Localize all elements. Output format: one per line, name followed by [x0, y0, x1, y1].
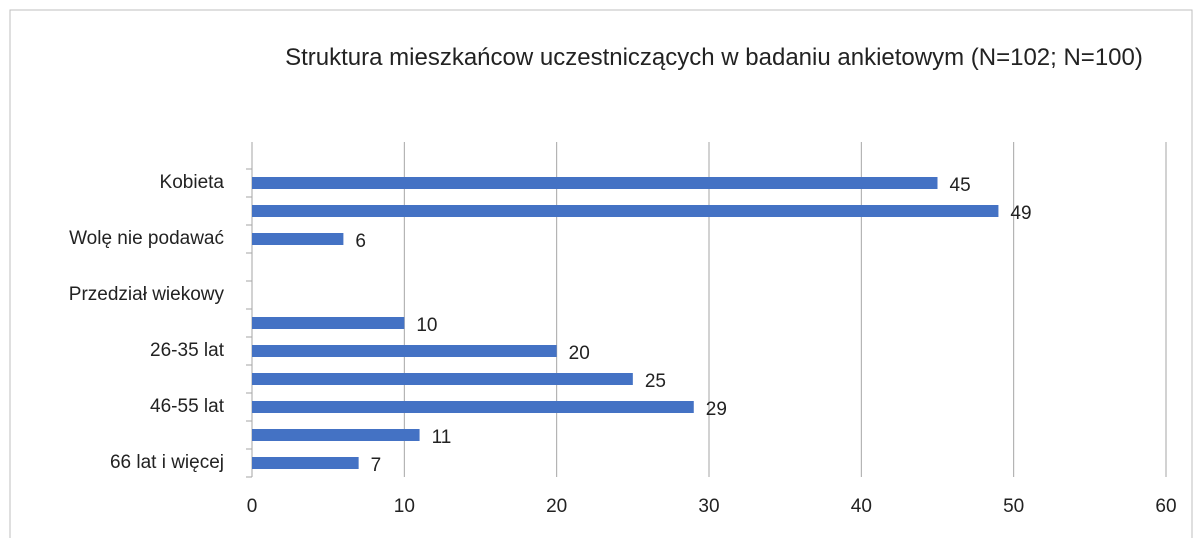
y-tick-label: 46-55 lat	[150, 396, 225, 417]
x-tick-label: 50	[1003, 496, 1024, 517]
y-tick-label: Przedział wiekowy	[69, 284, 225, 305]
bar	[252, 401, 694, 413]
bar	[252, 233, 344, 245]
bar	[252, 317, 405, 329]
chart-title: Struktura mieszkańcow uczestniczących w …	[285, 44, 1143, 71]
x-tick-label: 0	[247, 496, 258, 517]
data-label: 11	[432, 427, 452, 448]
data-label: 45	[950, 175, 971, 196]
x-tick-label: 30	[698, 496, 719, 517]
bar	[252, 373, 633, 385]
data-label: 20	[569, 343, 590, 364]
x-tick-label: 10	[394, 496, 415, 517]
bar	[252, 345, 557, 357]
data-label: 49	[1010, 203, 1031, 224]
data-label: 25	[645, 371, 666, 392]
y-tick-label: 26-35 lat	[150, 340, 225, 361]
x-tick-label: 20	[546, 496, 567, 517]
bar	[252, 457, 359, 469]
data-label: 7	[371, 455, 382, 476]
x-tick-label: 60	[1155, 496, 1176, 517]
bar	[252, 177, 938, 189]
y-tick-label: 66 lat i więcej	[110, 452, 224, 473]
frame	[9, 9, 1193, 538]
y-tick-label: Wolę nie podawać	[69, 228, 224, 249]
data-label: 29	[706, 399, 727, 420]
x-tick-label: 40	[851, 496, 872, 517]
bar	[252, 429, 420, 441]
data-label: 6	[355, 231, 366, 252]
data-label: 10	[416, 315, 437, 336]
bar	[252, 205, 999, 217]
y-tick-label: Kobieta	[160, 172, 225, 193]
